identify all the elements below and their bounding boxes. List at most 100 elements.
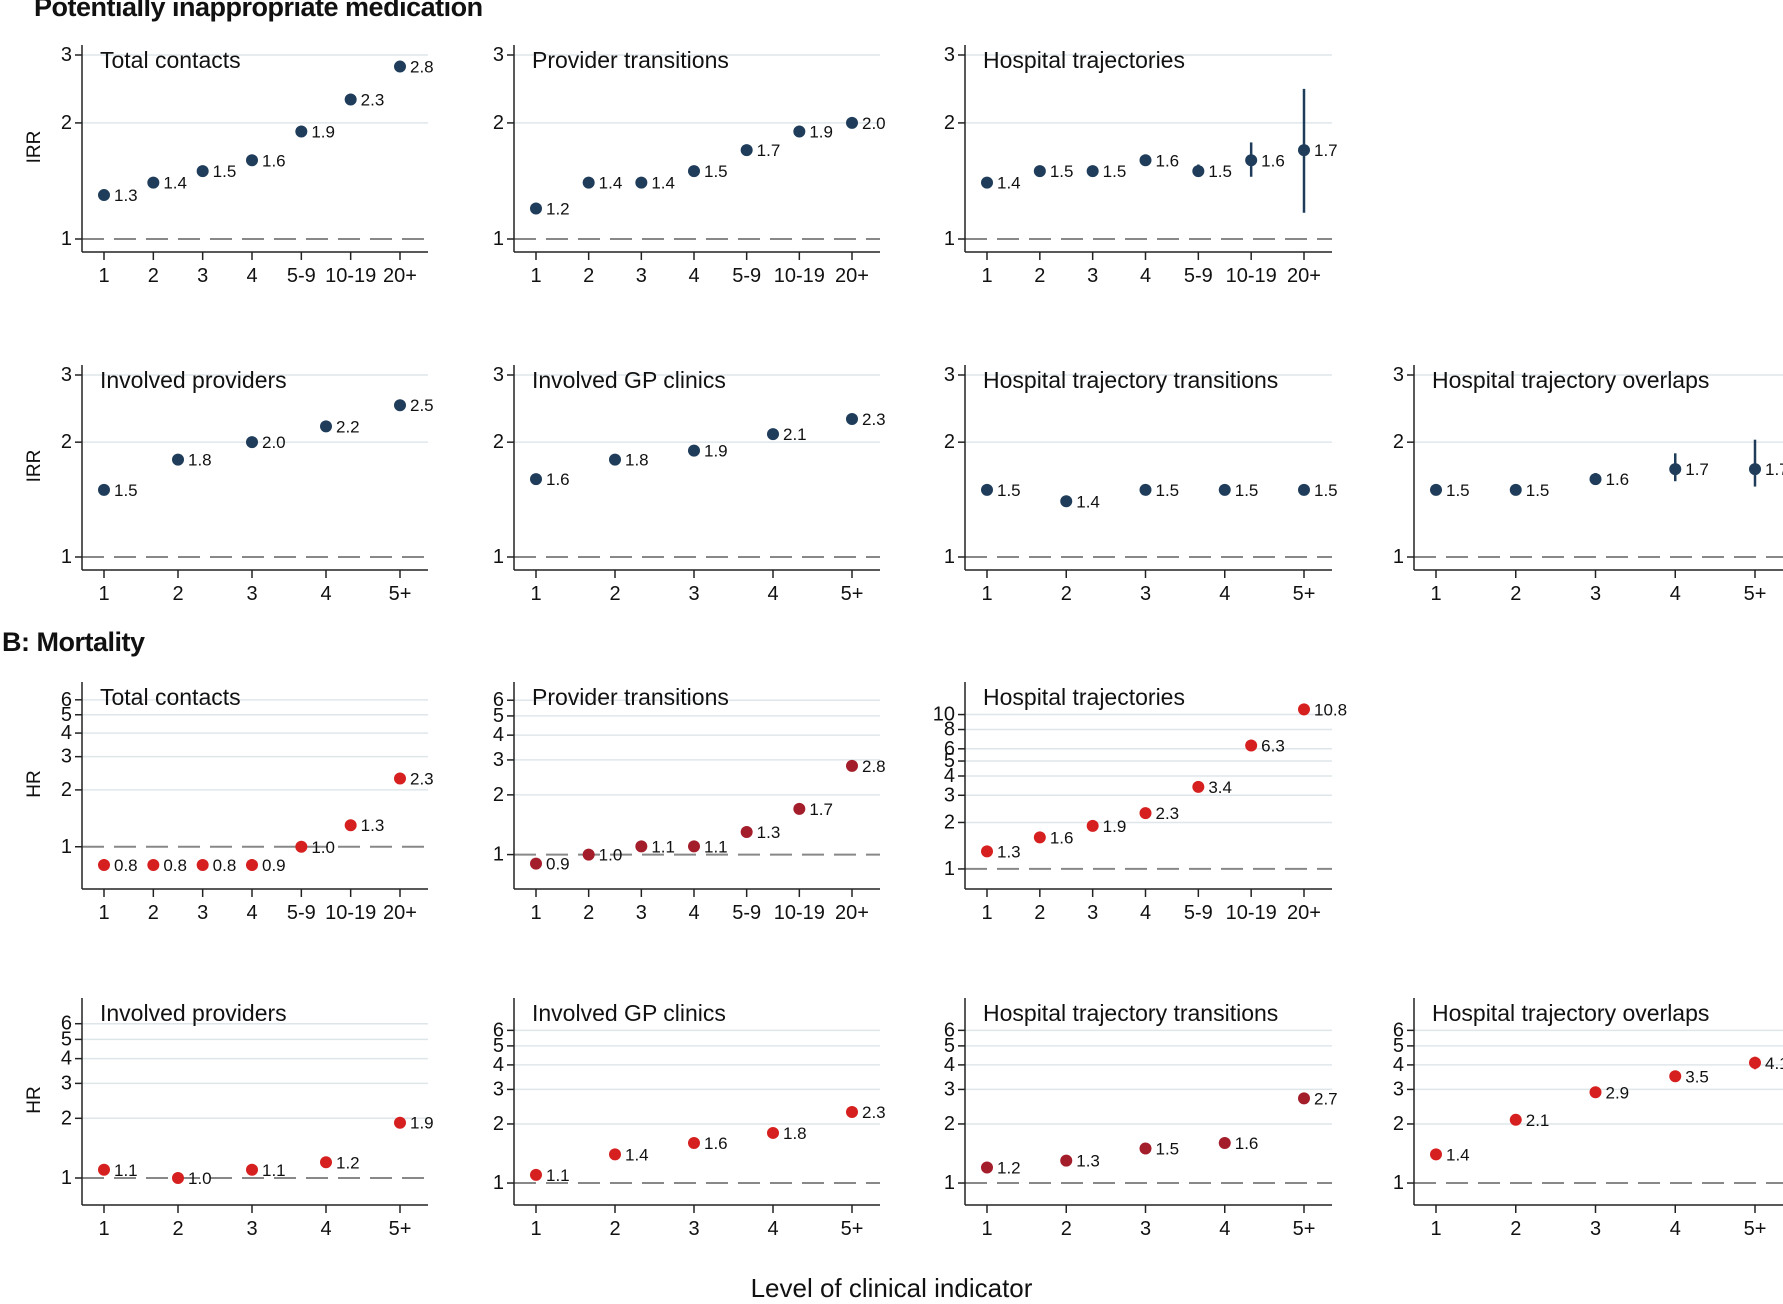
y-tick-label: 2	[493, 1113, 504, 1135]
x-tick-label: 5+	[389, 1218, 412, 1240]
y-tick-label: 3	[61, 1072, 72, 1094]
data-label: 1.7	[809, 800, 833, 819]
data-point	[740, 825, 753, 838]
data-point	[295, 840, 308, 853]
data-label: 1.5	[1446, 481, 1470, 500]
data-label: 1.9	[410, 1114, 434, 1133]
data-label: 2.3	[862, 1103, 886, 1122]
x-tick-label: 1	[530, 583, 541, 605]
x-tick-label: 1	[98, 265, 109, 287]
data-label: 2.1	[1526, 1111, 1550, 1130]
x-tick-label: 2	[1061, 1218, 1072, 1240]
data-point	[609, 453, 621, 466]
y-tick-label: 1	[944, 546, 955, 568]
data-point	[295, 125, 308, 138]
y-tick-label: 2	[493, 112, 504, 134]
data-label: 1.7	[757, 141, 781, 160]
section-a-title: Potentially inappropriate medication	[34, 0, 483, 22]
data-point	[1139, 483, 1152, 496]
data-point	[1245, 154, 1258, 167]
y-tick-label: 3	[493, 749, 504, 771]
x-tick-label: 3	[197, 265, 208, 287]
data-point	[1298, 1092, 1310, 1105]
x-tick-label: 5-9	[1184, 265, 1213, 287]
data-point	[1589, 473, 1602, 486]
x-tick-label: 2	[609, 1218, 620, 1240]
data-point	[196, 165, 209, 178]
x-tick-label: 2	[1034, 902, 1045, 924]
x-tick-label: 3	[1140, 583, 1151, 605]
panel-title: Provider transitions	[532, 684, 729, 710]
y-tick-label: 4	[493, 1054, 504, 1076]
data-point	[246, 436, 258, 449]
data-label: 1.5	[1156, 481, 1180, 500]
x-tick-label: 1	[981, 265, 992, 287]
y-tick-label: 4	[944, 1054, 955, 1076]
data-point	[767, 1126, 779, 1139]
y-tick-label: 6	[493, 1019, 504, 1041]
data-point	[846, 1106, 858, 1119]
y-tick-label: 1	[61, 1167, 72, 1189]
data-label: 1.2	[997, 1158, 1021, 1177]
x-tick-label: 10-19	[325, 902, 376, 924]
data-point	[582, 176, 595, 189]
data-point	[172, 1172, 184, 1185]
x-tick-label: 1	[530, 902, 541, 924]
data-label: 2.1	[783, 425, 807, 444]
data-point	[981, 483, 993, 496]
x-tick-label: 1	[530, 265, 541, 287]
y-tick-label: 6	[944, 738, 955, 760]
x-tick-label: 4	[246, 902, 257, 924]
y-tick-label: 5	[944, 1035, 955, 1057]
data-label: 2.8	[862, 757, 886, 776]
y-tick-label: 2	[61, 431, 72, 453]
y-tick-label: 1	[61, 836, 72, 858]
x-tick-label: 20+	[835, 265, 869, 287]
data-point	[635, 840, 648, 853]
data-label: 1.5	[997, 481, 1021, 500]
x-tick-label: 2	[1034, 265, 1045, 287]
y-tick-label: 3	[61, 44, 72, 66]
data-label: 1.8	[625, 451, 649, 470]
data-point	[688, 1136, 700, 1149]
data-label: 2.0	[862, 114, 886, 133]
x-tick-label: 2	[172, 1218, 183, 1240]
data-point	[582, 848, 595, 861]
data-label: 0.8	[163, 856, 187, 875]
x-tick-label: 1	[98, 902, 109, 924]
x-tick-label: 1	[98, 583, 109, 605]
y-tick-label: 4	[493, 724, 504, 746]
data-point	[394, 1116, 406, 1129]
x-tick-label: 3	[1590, 583, 1601, 605]
x-tick-label: 5-9	[732, 265, 761, 287]
x-tick-label: 4	[1670, 1218, 1681, 1240]
panel-a2: 1 2 3 1 2 3 4 5-9 10-19 20+ Provider transitions 1.…	[493, 44, 886, 287]
x-tick-label: 1	[981, 583, 992, 605]
data-point	[793, 802, 806, 815]
data-label: 1.0	[188, 1169, 212, 1188]
x-tick-label: 4	[688, 902, 699, 924]
y-tick-label: 6	[493, 689, 504, 711]
data-point	[320, 1156, 332, 1169]
data-label: 1.5	[1156, 1139, 1180, 1158]
y-tick-label: 4	[61, 1048, 72, 1070]
data-label: 1.9	[809, 122, 833, 141]
data-point	[1749, 1056, 1761, 1069]
y-tick-label: 6	[61, 1013, 72, 1035]
x-tick-label: 3	[1087, 902, 1098, 924]
y-tick-label: 2	[944, 112, 955, 134]
y-tick-label: 3	[944, 1078, 955, 1100]
x-tick-label: 5-9	[287, 902, 316, 924]
data-point	[1509, 1113, 1522, 1126]
data-label: 0.9	[262, 856, 286, 875]
data-label: 1.2	[336, 1153, 360, 1172]
data-label: 1.3	[997, 842, 1021, 861]
data-point	[344, 819, 357, 832]
data-point	[1298, 144, 1310, 157]
y-tick-label: 1	[493, 1172, 504, 1194]
data-label: 3.4	[1208, 778, 1232, 797]
data-point	[688, 165, 700, 178]
x-tick-label: 3	[636, 902, 647, 924]
data-point	[609, 1148, 621, 1161]
data-point	[1218, 483, 1231, 496]
